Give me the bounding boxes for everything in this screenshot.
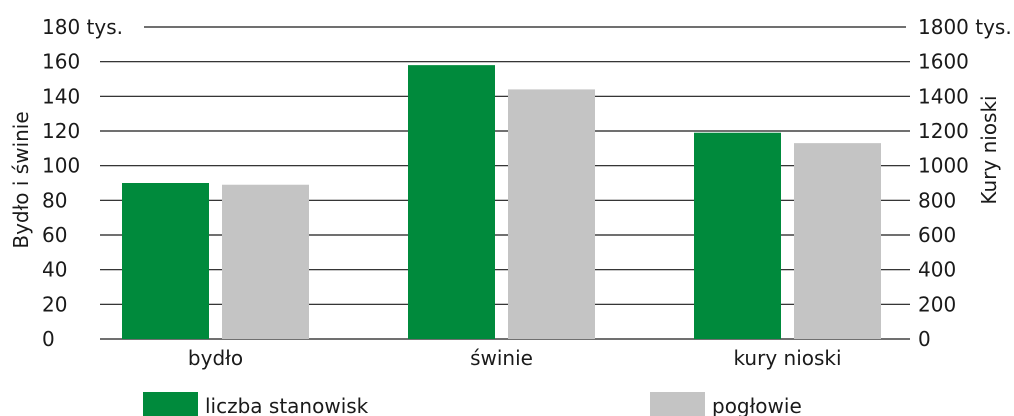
category-label: świnie bbox=[470, 346, 533, 370]
gridlines bbox=[100, 26, 910, 340]
bar-liczba-stanowisk bbox=[408, 65, 495, 339]
right-tick-label: 600 bbox=[918, 223, 956, 247]
category-labels: bydło świnie kury nioski bbox=[188, 346, 842, 370]
left-axis-title: Bydło i świnie bbox=[9, 111, 33, 248]
left-tick-label: 0 bbox=[42, 327, 55, 351]
right-tick-labels: 0 200 400 600 800 1000 1200 1400 1600 1800 tys. bbox=[918, 15, 1012, 351]
right-tick-label: 200 bbox=[918, 292, 956, 316]
left-tick-label: 40 bbox=[42, 258, 67, 282]
left-tick-label: 180 tys. bbox=[42, 15, 123, 39]
left-tick-label: 80 bbox=[42, 188, 67, 212]
legend-label: pogłowie bbox=[712, 394, 802, 416]
left-tick-label: 140 bbox=[42, 84, 80, 108]
bar-poglowie bbox=[794, 143, 881, 339]
right-tick-label: 1600 bbox=[918, 50, 969, 74]
left-tick-label: 60 bbox=[42, 223, 67, 247]
right-axis-title: Kury nioski bbox=[977, 95, 1001, 204]
bar-liczba-stanowisk bbox=[694, 132, 781, 339]
right-tick-label: 1200 bbox=[918, 119, 969, 143]
legend-label: liczba stanowisk bbox=[205, 394, 369, 416]
legend: liczba stanowisk pogłowie bbox=[143, 392, 802, 416]
left-tick-label: 20 bbox=[42, 292, 67, 316]
left-tick-label: 160 bbox=[42, 50, 80, 74]
bar-liczba-stanowisk bbox=[122, 183, 209, 339]
category-label: kury nioski bbox=[733, 346, 841, 370]
category-label: bydło bbox=[188, 346, 243, 370]
right-tick-label: 1400 bbox=[918, 84, 969, 108]
legend-swatch bbox=[650, 392, 705, 416]
right-tick-label: 800 bbox=[918, 188, 956, 212]
bar-poglowie bbox=[222, 184, 309, 339]
bar-poglowie bbox=[508, 89, 595, 340]
right-tick-label: 1800 tys. bbox=[918, 15, 1012, 39]
left-tick-label: 120 bbox=[42, 119, 80, 143]
legend-swatch bbox=[143, 392, 198, 416]
right-tick-label: 0 bbox=[918, 327, 931, 351]
bars bbox=[122, 65, 881, 340]
left-tick-label: 100 bbox=[42, 154, 80, 178]
right-tick-label: 400 bbox=[918, 258, 956, 282]
left-tick-labels: 0 20 40 60 80 100 120 140 160 180 tys. bbox=[42, 15, 123, 351]
right-tick-label: 1000 bbox=[918, 154, 969, 178]
